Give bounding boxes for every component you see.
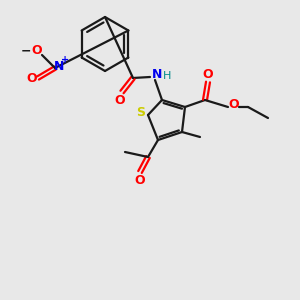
Text: H: H: [163, 71, 171, 81]
Text: O: O: [229, 98, 239, 112]
Text: −: −: [21, 44, 31, 58]
Text: +: +: [61, 55, 69, 65]
Text: S: S: [136, 106, 146, 119]
Text: O: O: [115, 94, 125, 106]
Text: O: O: [27, 73, 37, 85]
Text: N: N: [54, 59, 64, 73]
Text: N: N: [152, 68, 162, 82]
Text: O: O: [203, 68, 213, 80]
Text: O: O: [135, 173, 145, 187]
Text: O: O: [32, 44, 42, 58]
